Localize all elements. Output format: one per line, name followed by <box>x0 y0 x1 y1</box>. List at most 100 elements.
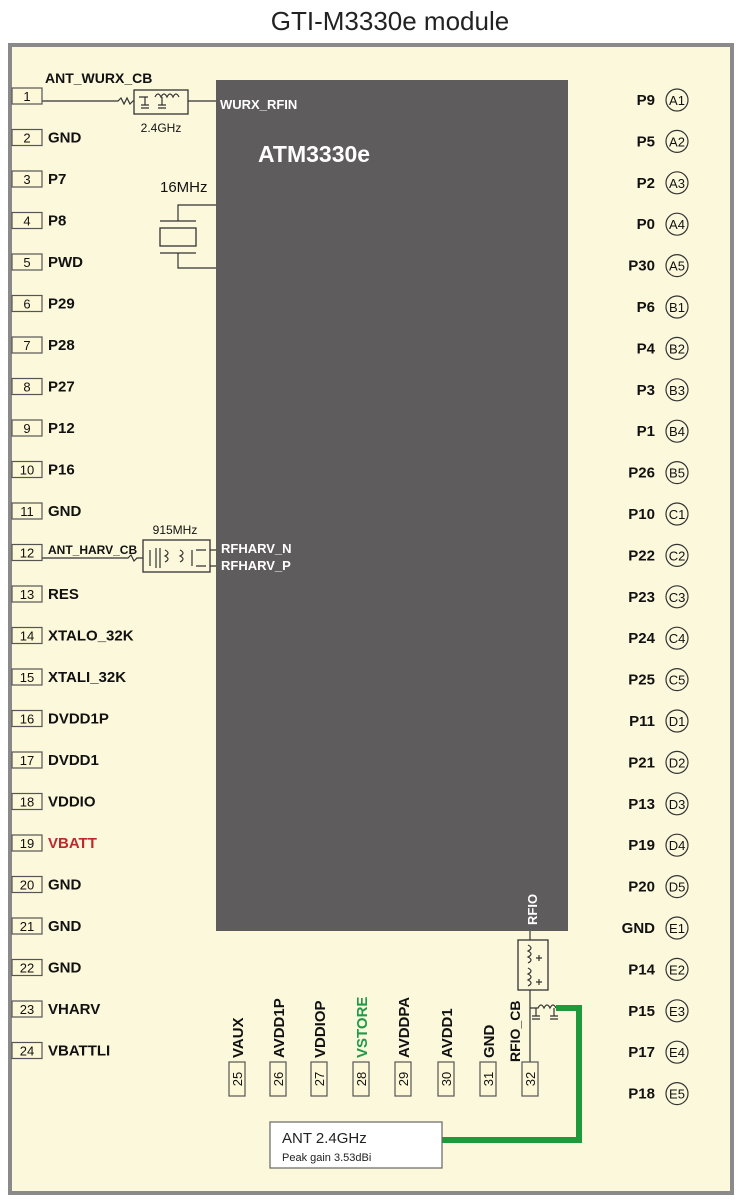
pin-label: GND <box>481 1025 498 1059</box>
pin-box <box>11 709 43 728</box>
ball-signal: P4 <box>637 340 656 357</box>
ball-circle <box>665 419 689 443</box>
pin-number: 13 <box>20 587 34 602</box>
pin-box <box>228 1061 246 1097</box>
pin-label: GND <box>48 960 82 977</box>
ball-circle <box>665 626 689 650</box>
ball-signal: P24 <box>628 630 655 647</box>
left-pin: 23 VHARV <box>11 1000 100 1018</box>
pin-number: 2 <box>23 131 30 146</box>
ball-id: A1 <box>669 93 685 108</box>
pin-label: P12 <box>48 420 75 437</box>
harv-filter-freq: 915MHz <box>153 523 198 537</box>
ball-circle <box>665 750 689 775</box>
left-pin: 11 GND <box>11 502 82 520</box>
pin-label: P16 <box>48 462 75 479</box>
pin-number: 31 <box>481 1072 496 1086</box>
pin-box <box>11 834 43 852</box>
pin-label: P7 <box>48 171 66 188</box>
ball-circle <box>665 129 689 153</box>
ball-circle <box>665 254 689 278</box>
ball-id: C1 <box>669 507 686 522</box>
pin-number: 16 <box>20 712 34 727</box>
left-pin: 22 GND <box>11 958 82 977</box>
pin-number: 8 <box>23 380 30 395</box>
ball-circle <box>665 667 689 692</box>
bottom-pin: 31 GND <box>479 1025 498 1097</box>
ball-signal: P22 <box>628 547 655 564</box>
ball-id: E2 <box>669 962 685 977</box>
ball-signal: P11 <box>629 713 655 730</box>
rfio-net-label: RFIO_CB <box>507 1001 523 1062</box>
ball-id: D1 <box>669 714 686 729</box>
bottom-pin: 25 VAUX <box>228 1017 247 1097</box>
bottom-pin: 32 <box>521 1061 539 1097</box>
ball-id: E4 <box>669 1045 685 1060</box>
pin-box <box>11 958 43 977</box>
ball-circle <box>665 461 689 485</box>
ball-signal: P10 <box>628 506 655 523</box>
pin-label: VSTORE <box>354 997 371 1058</box>
right-ball: P24 C4 <box>628 626 689 650</box>
pin-box <box>11 502 43 520</box>
ball-circle <box>665 336 689 360</box>
pin-box <box>352 1061 370 1097</box>
ball-circle <box>665 709 689 733</box>
diagram-title: GTI-M3330e module <box>271 6 509 36</box>
right-ball: P13 D3 <box>628 792 689 816</box>
pin-label: GND <box>48 877 82 894</box>
ball-signal: P2 <box>637 175 655 192</box>
pin-number: 15 <box>20 670 34 685</box>
right-ball: P10 C1 <box>628 502 689 526</box>
pin-number: 29 <box>396 1072 411 1086</box>
ball-id: B2 <box>669 341 685 356</box>
right-ball: P15 E3 <box>628 999 689 1023</box>
left-pin: 15 XTALI_32K <box>11 668 126 686</box>
left-pin: 9 P12 <box>11 419 75 437</box>
pin-label: GND <box>48 918 82 935</box>
pin-box <box>310 1061 328 1097</box>
antenna-label: ANT 2.4GHz <box>282 1130 367 1147</box>
ball-signal: P9 <box>637 92 655 109</box>
pin-number: 19 <box>20 836 34 851</box>
antenna-box: ANT 2.4GHz Peak gain 3.53dBi <box>269 1121 443 1169</box>
pin-label: XTALO_32K <box>48 628 134 645</box>
pin-number: 25 <box>230 1072 245 1086</box>
harv-filter <box>42 539 216 573</box>
pin-label: DVDD1P <box>48 711 109 728</box>
pin-box <box>11 751 43 769</box>
pin-box <box>11 1041 43 1060</box>
ball-signal: P17 <box>628 1044 655 1061</box>
left-pin: 12 <box>11 543 43 562</box>
left-pin: 19 VBATT <box>11 834 97 852</box>
pin-number: 24 <box>20 1044 34 1059</box>
left-pin: 1 <box>11 87 43 105</box>
ball-circle <box>665 874 689 899</box>
crystal-16mhz <box>159 204 216 269</box>
ball-id: C5 <box>669 673 686 688</box>
pin-box <box>269 1061 287 1097</box>
pin-label: GND <box>48 503 82 520</box>
harv-net-label: ANT_HARV_CB <box>48 543 137 557</box>
rfharv-p-label: RFHARV_P <box>221 558 291 573</box>
ball-circle <box>665 916 689 940</box>
ball-signal: P26 <box>628 465 655 482</box>
rfharv-n-label: RFHARV_N <box>221 541 292 556</box>
pin-label: AVDD1P <box>271 998 288 1058</box>
pin-box <box>11 585 43 603</box>
pin-number: 11 <box>20 504 34 519</box>
pin-box <box>11 87 43 105</box>
ball-signal: P13 <box>628 796 655 813</box>
ball-id: E5 <box>669 1087 685 1102</box>
wurx-rfin-label: WURX_RFIN <box>220 97 297 112</box>
ball-circle <box>665 295 689 319</box>
pin-label: AVDDPA <box>396 997 413 1058</box>
pin-number: 4 <box>23 214 30 229</box>
pin-label: VAUX <box>230 1017 247 1058</box>
right-ball: P17 E4 <box>628 1040 689 1064</box>
pin-box <box>11 875 43 894</box>
ball-circle <box>665 999 689 1023</box>
pin-box <box>11 1000 43 1018</box>
ball-signal: P25 <box>628 672 655 689</box>
ball-circle <box>665 378 689 402</box>
